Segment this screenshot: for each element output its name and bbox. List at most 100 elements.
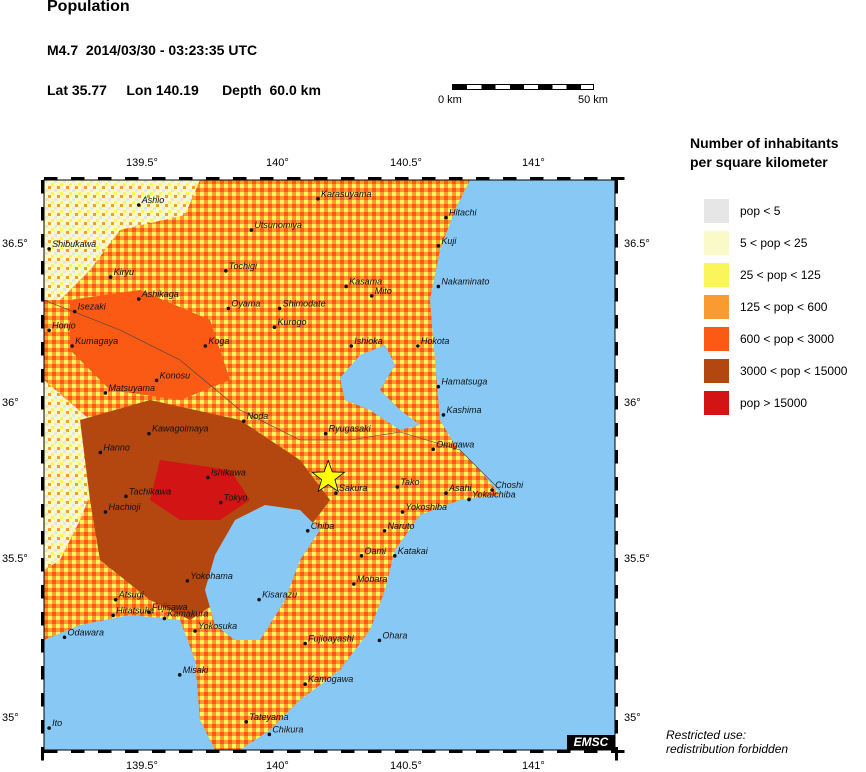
scale-start-label: 0 km bbox=[438, 94, 462, 106]
city-dot bbox=[103, 391, 108, 395]
city-label: Omigawa bbox=[436, 439, 474, 449]
frame-tick bbox=[615, 369, 618, 383]
legend-item: 25 < pop < 125 bbox=[704, 263, 864, 287]
event-info: M4.7 2014/03/30 - 03:23:35 UTC bbox=[47, 42, 258, 58]
frame-tick bbox=[615, 450, 618, 464]
city-dot bbox=[108, 275, 113, 279]
frame-tick bbox=[476, 750, 490, 753]
city-dot bbox=[111, 613, 115, 618]
frame-tick bbox=[503, 177, 517, 180]
city-label: Asahi bbox=[448, 483, 473, 493]
city-dot bbox=[349, 344, 354, 348]
frame-tick bbox=[98, 177, 112, 180]
city-dot bbox=[257, 597, 261, 602]
frame-tick bbox=[41, 504, 44, 518]
lon-tick-top-3: 140.5° bbox=[390, 157, 422, 169]
city-label: Matsuyama bbox=[108, 383, 155, 393]
frame-tick bbox=[152, 750, 166, 753]
frame-tick bbox=[41, 747, 44, 761]
city-dot bbox=[382, 528, 387, 533]
frame-tick bbox=[615, 180, 618, 194]
city-label: Kamogawa bbox=[308, 674, 353, 684]
frame-tick bbox=[615, 207, 618, 221]
frame-tick bbox=[615, 558, 618, 572]
city-dot bbox=[344, 284, 348, 289]
frame-tick bbox=[615, 585, 618, 599]
frame-tick bbox=[41, 585, 44, 599]
frame-tick bbox=[584, 750, 598, 753]
frame-tick bbox=[233, 177, 247, 180]
city-dot bbox=[441, 413, 446, 417]
city-label: Naruto bbox=[388, 521, 415, 531]
frame-tick bbox=[341, 750, 355, 753]
city-dot bbox=[277, 306, 282, 311]
frame-tick bbox=[98, 750, 112, 753]
usage-notice-line1: Restricted use: bbox=[666, 728, 747, 742]
lon-tick-top-4: 141° bbox=[522, 157, 545, 169]
usage-notice: Restricted use: redistribution forbidden bbox=[666, 728, 788, 756]
frame-tick bbox=[41, 315, 44, 329]
frame-tick bbox=[44, 177, 58, 180]
frame-tick bbox=[41, 261, 44, 275]
frame-tick bbox=[584, 177, 598, 180]
frame-tick bbox=[41, 207, 44, 221]
scale-end-label: 50 km bbox=[578, 94, 608, 106]
legend-label: 25 < pop < 125 bbox=[740, 268, 821, 282]
emsc-logo-text: EMSC bbox=[573, 735, 609, 749]
frame-tick bbox=[615, 666, 618, 680]
city-label: Kurogo bbox=[277, 317, 306, 327]
city-label: Mito bbox=[375, 286, 392, 296]
frame-tick bbox=[314, 177, 328, 180]
frame-tick bbox=[530, 177, 544, 180]
city-dot bbox=[436, 384, 441, 389]
frame-tick bbox=[341, 177, 355, 180]
city-label: Tateyama bbox=[249, 712, 288, 722]
frame-tick bbox=[71, 177, 85, 180]
frame-tick bbox=[260, 750, 274, 753]
city-label: Hachioji bbox=[108, 502, 141, 512]
city-dot bbox=[490, 488, 494, 492]
legend-item: pop < 5 bbox=[704, 199, 864, 223]
city-dot bbox=[98, 450, 103, 455]
city-label: Yokosuka bbox=[198, 621, 237, 631]
city-label: Kamakura bbox=[167, 608, 208, 618]
usage-notice-line2: redistribution forbidden bbox=[666, 742, 789, 756]
frame-tick bbox=[41, 693, 44, 707]
emsc-logo: EMSC bbox=[567, 735, 615, 750]
city-dot bbox=[218, 500, 223, 505]
city-dot bbox=[416, 344, 420, 348]
city-label: Ashikaga bbox=[141, 289, 179, 299]
frame-tick bbox=[41, 612, 44, 626]
frame-tick bbox=[615, 477, 618, 491]
city-label: Hiratsuka bbox=[116, 605, 154, 615]
city-dot bbox=[162, 616, 167, 621]
city-label: Kasama bbox=[349, 276, 382, 286]
frame-tick bbox=[41, 531, 44, 545]
city-labels: Karasuyama Ashio Hitachi Utsunomiya Shibukaw… bbox=[47, 189, 524, 737]
legend-swatch bbox=[704, 263, 729, 287]
city-dot bbox=[103, 510, 108, 514]
city-dot bbox=[177, 673, 182, 677]
frame-tick bbox=[368, 177, 382, 180]
frame-tick bbox=[152, 177, 166, 180]
legend-label: 5 < pop < 25 bbox=[740, 236, 808, 250]
frame-tick bbox=[615, 288, 618, 302]
city-dot bbox=[62, 635, 67, 640]
map-title: Population bbox=[47, 0, 130, 15]
frame-tick bbox=[615, 234, 618, 248]
city-dot bbox=[436, 284, 441, 289]
frame-tick bbox=[125, 177, 139, 180]
city-dot bbox=[113, 597, 118, 602]
legend-swatch bbox=[704, 327, 729, 351]
tone-river bbox=[44, 299, 501, 491]
frame-tick bbox=[395, 750, 409, 753]
city-label: Fujisawa bbox=[152, 602, 188, 612]
legend-swatch bbox=[704, 391, 729, 415]
frame-tick bbox=[615, 315, 618, 329]
lon-tick-bottom-3: 140.5° bbox=[390, 760, 422, 772]
frame-tick bbox=[615, 531, 618, 545]
frame-tick bbox=[41, 369, 44, 383]
city-dot bbox=[241, 419, 246, 423]
lon-tick-top-2: 140° bbox=[266, 157, 289, 169]
city-dot bbox=[305, 528, 310, 533]
